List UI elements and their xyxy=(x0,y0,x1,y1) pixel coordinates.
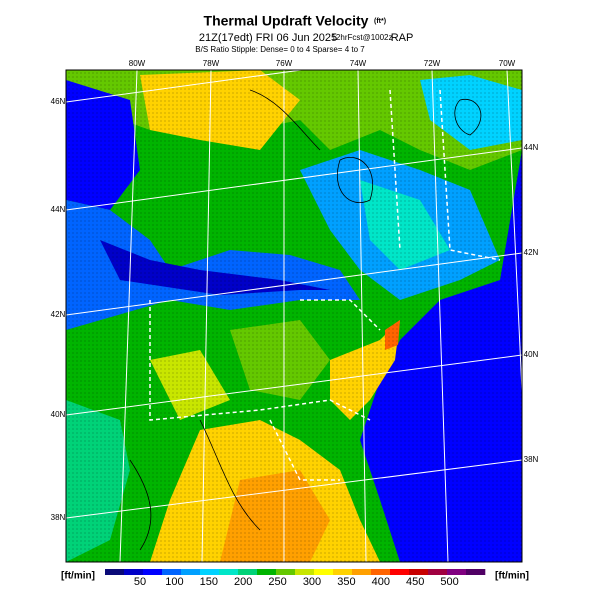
title: Thermal Updraft Velocity xyxy=(204,13,369,29)
colorbar-swatch xyxy=(162,569,182,575)
borders xyxy=(149,89,501,481)
colorbar-swatch xyxy=(181,569,201,575)
colorbar-tick-label: 350 xyxy=(337,576,355,588)
contours xyxy=(129,89,482,551)
latitude-label: 44N xyxy=(51,205,66,214)
colorbar-swatch xyxy=(200,569,220,575)
colorbar-tick-label: 100 xyxy=(165,576,183,588)
colorbar-swatch xyxy=(466,569,486,575)
colorbar-swatch xyxy=(409,569,429,575)
latitude-label: 44N xyxy=(524,143,539,152)
colorbar-swatch xyxy=(371,569,391,575)
colorbar-swatch xyxy=(219,569,239,575)
colorbar-swatch xyxy=(276,569,296,575)
colorbar-tick-label: 250 xyxy=(268,576,286,588)
map-labels: 80W 78W 76W 74W 72W 70W 46N 44N 42N 40N 38N 44N 42N 4… xyxy=(51,59,539,522)
forecast: 12hrFcst@1002z xyxy=(331,33,392,42)
latitude-label: 40N xyxy=(524,350,539,359)
colorbar-tick-label: 150 xyxy=(200,576,218,588)
latitude-label: 38N xyxy=(51,513,66,522)
latitude-label: 38N xyxy=(524,455,539,464)
colorbar-tick-label: 300 xyxy=(303,576,321,588)
colorbar-tick-label: 500 xyxy=(440,576,458,588)
model: RAP xyxy=(391,32,414,44)
longitude-label: 78W xyxy=(203,59,220,68)
colorbar-tick-label: 450 xyxy=(406,576,424,588)
colorbar-swatch xyxy=(257,569,277,575)
latitude-label: 42N xyxy=(51,310,66,319)
colorbar-swatch xyxy=(143,569,163,575)
colorbar-swatch xyxy=(447,569,467,575)
stipple-note: B/S Ratio Stipple: Dense= 0 to 4 Sparse=… xyxy=(195,45,365,54)
longitude-label: 74W xyxy=(350,59,367,68)
colorbar-swatch xyxy=(238,569,258,575)
latitude-label: 46N xyxy=(51,97,66,106)
colorbar-swatch xyxy=(295,569,315,575)
graticule xyxy=(66,70,522,562)
subtitle: 21Z(17edt) FRI 06 Jun 2025 xyxy=(199,32,337,44)
longitude-label: 72W xyxy=(424,59,441,68)
latitude-label: 40N xyxy=(51,410,66,419)
colorbar-tick-label: 400 xyxy=(372,576,390,588)
colorbar-swatch xyxy=(314,569,334,575)
colorbar-tick-label: 50 xyxy=(134,576,146,588)
colorbar: 50 100 150 200 250 300 350 400 450 500 xyxy=(105,569,486,588)
colorbar-swatch xyxy=(333,569,353,575)
longitude-label: 76W xyxy=(276,59,293,68)
colorbar-swatch xyxy=(105,569,125,575)
longitude-label: 70W xyxy=(499,59,516,68)
colorbar-swatch xyxy=(352,569,372,575)
colorbar-swatch xyxy=(428,569,448,575)
title-unit: (ft*) xyxy=(374,18,386,25)
colorbar-unit: [ft/min] xyxy=(495,571,529,582)
colorbar-unit: [ft/min] xyxy=(61,571,95,582)
map-frame xyxy=(65,69,523,563)
map-field xyxy=(66,70,522,562)
longitude-label: 80W xyxy=(129,59,146,68)
colorbar-swatch xyxy=(390,569,410,575)
latitude-label: 42N xyxy=(524,248,539,257)
colorbar-swatch xyxy=(124,569,144,575)
colorbar-tick-label: 200 xyxy=(234,576,252,588)
